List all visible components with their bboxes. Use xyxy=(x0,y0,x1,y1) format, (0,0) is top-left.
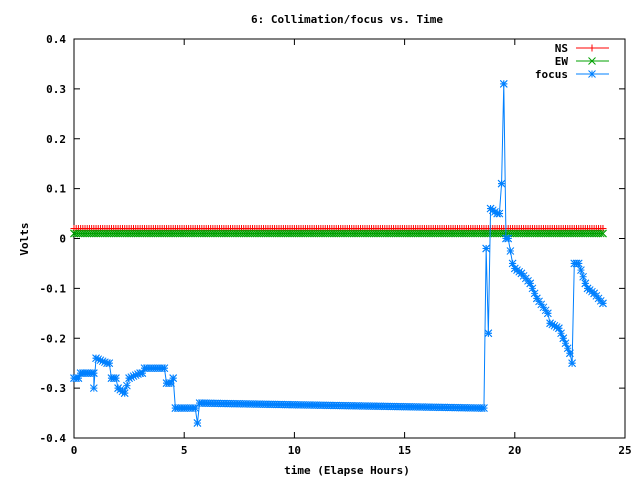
data-point-focus xyxy=(114,384,122,392)
data-point-focus xyxy=(526,279,535,288)
data-point-focus xyxy=(120,389,129,397)
plot-area-frame xyxy=(73,38,626,439)
data-point-focus xyxy=(92,354,100,363)
data-point-focus xyxy=(504,234,513,243)
x-tick-label: 0 xyxy=(71,444,78,457)
chart-title: 6: Collimation/focus vs. Time xyxy=(251,13,443,26)
y-tick-label: 0 xyxy=(59,233,66,246)
legend-marker-ew xyxy=(588,57,596,65)
data-point-focus xyxy=(112,374,120,383)
data-point-focus xyxy=(484,329,493,338)
legend-marker-ns xyxy=(588,44,596,52)
y-tick-label: 0.4 xyxy=(46,33,66,46)
x-tick-label: 5 xyxy=(181,444,188,457)
axis-tick-labels: 0 5 10 15 20 25 -0.4 -0.3 -0.2 -0.1 0 0.1 0.2 0.3 0.4 xyxy=(40,33,632,457)
data-point-focus xyxy=(574,259,583,268)
data-point-focus xyxy=(555,324,563,333)
data-point-focus xyxy=(486,204,495,213)
data-point-focus xyxy=(497,179,506,188)
y-tick-label: 0.2 xyxy=(46,133,66,146)
series-line-focus xyxy=(74,83,604,424)
legend-label-ew: EW xyxy=(555,55,569,68)
data-point-focus xyxy=(123,381,131,390)
series-focus xyxy=(70,80,607,427)
data-point-focus xyxy=(89,384,98,392)
legend-marker-focus xyxy=(588,70,596,78)
axis-ticks xyxy=(73,38,626,439)
y-tick-label: -0.2 xyxy=(40,332,67,345)
data-point-focus xyxy=(125,374,133,383)
data-point-focus xyxy=(495,209,504,218)
x-tick-label: 10 xyxy=(288,444,301,457)
data-point-focus xyxy=(599,299,607,308)
data-point-focus xyxy=(579,272,587,281)
data-point-focus xyxy=(195,399,204,407)
data-point-focus xyxy=(169,374,178,383)
data-point-focus xyxy=(577,266,585,274)
legend-label-ns: NS xyxy=(555,42,568,55)
data-point-focus xyxy=(89,369,98,378)
y-tick-label: -0.4 xyxy=(40,432,67,445)
data-point-focus xyxy=(506,247,515,255)
data-point-focus xyxy=(544,309,552,318)
data-point-focus xyxy=(81,369,89,378)
data-point-focus xyxy=(180,404,189,412)
data-point-focus xyxy=(559,334,568,343)
series-group xyxy=(70,80,607,427)
data-point-ew xyxy=(70,229,78,238)
y-axis-label: Volts xyxy=(18,222,31,255)
data-point-focus xyxy=(140,364,149,373)
data-point-focus xyxy=(568,359,576,368)
data-point-ew xyxy=(596,229,605,238)
y-tick-label: -0.1 xyxy=(40,282,67,295)
x-axis-label: time (Elapse Hours) xyxy=(284,464,410,477)
data-point-focus xyxy=(532,294,541,303)
y-tick-label: 0.1 xyxy=(46,183,66,196)
data-point-focus xyxy=(160,364,169,373)
data-point-focus xyxy=(499,80,508,88)
y-tick-label: 0.3 xyxy=(46,83,66,96)
y-tick-label: -0.3 xyxy=(40,382,67,395)
data-point-focus xyxy=(517,269,526,278)
data-point-focus xyxy=(510,264,519,273)
data-point-focus xyxy=(583,284,592,293)
data-point-focus xyxy=(171,404,180,412)
data-point-focus xyxy=(193,419,202,427)
legend-label-focus: focus xyxy=(535,68,568,81)
data-point-focus xyxy=(590,289,598,298)
x-tick-label: 15 xyxy=(398,444,411,457)
x-tick-label: 20 xyxy=(508,444,521,457)
data-point-ew xyxy=(599,229,607,238)
series-ew xyxy=(70,229,607,238)
data-point-focus xyxy=(480,404,488,412)
data-point-focus xyxy=(105,359,114,368)
data-point-focus xyxy=(566,349,574,358)
x-tick-label: 25 xyxy=(618,444,631,457)
data-point-focus xyxy=(546,319,554,328)
data-point-focus xyxy=(482,244,491,253)
